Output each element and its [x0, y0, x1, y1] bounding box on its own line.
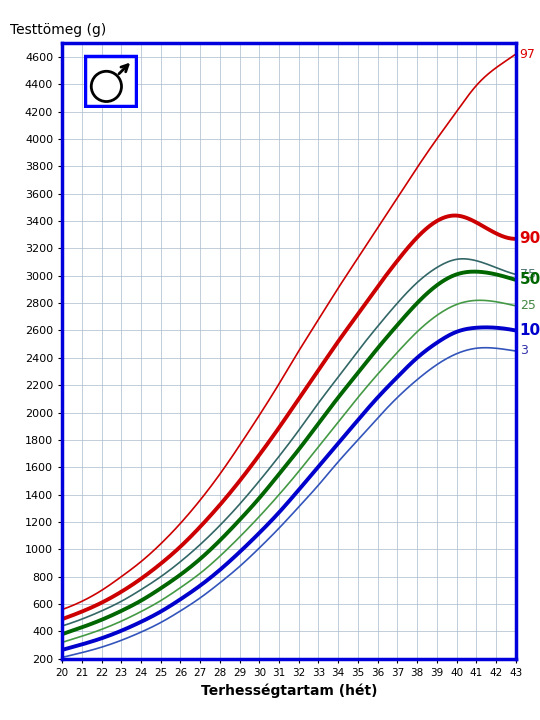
FancyBboxPatch shape	[85, 55, 136, 107]
Text: Testtömeg (g): Testtömeg (g)	[10, 23, 106, 37]
Text: 50: 50	[519, 272, 540, 287]
Text: 75: 75	[519, 268, 536, 281]
Text: 97: 97	[519, 48, 536, 60]
Text: 90: 90	[519, 231, 540, 246]
X-axis label: Terhességtartam (hét): Terhességtartam (hét)	[201, 683, 377, 698]
Text: 10: 10	[519, 323, 540, 338]
Text: 3: 3	[519, 344, 528, 358]
Text: 25: 25	[519, 300, 536, 312]
